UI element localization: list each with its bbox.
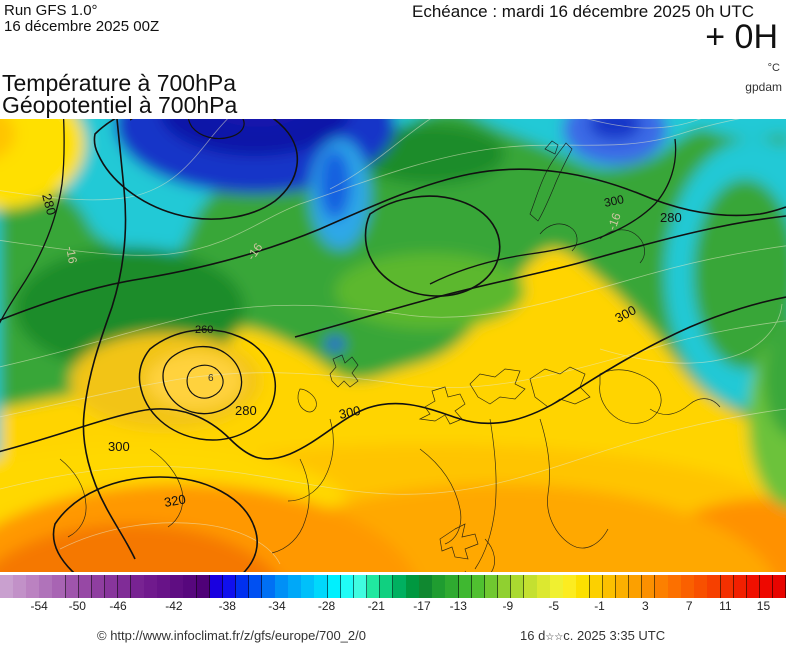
svg-text:6: 6 <box>208 373 214 384</box>
svg-text:280: 280 <box>235 403 257 418</box>
svg-text:280: 280 <box>660 210 682 225</box>
svg-text:300: 300 <box>108 439 130 454</box>
svg-text:260: 260 <box>195 324 213 336</box>
